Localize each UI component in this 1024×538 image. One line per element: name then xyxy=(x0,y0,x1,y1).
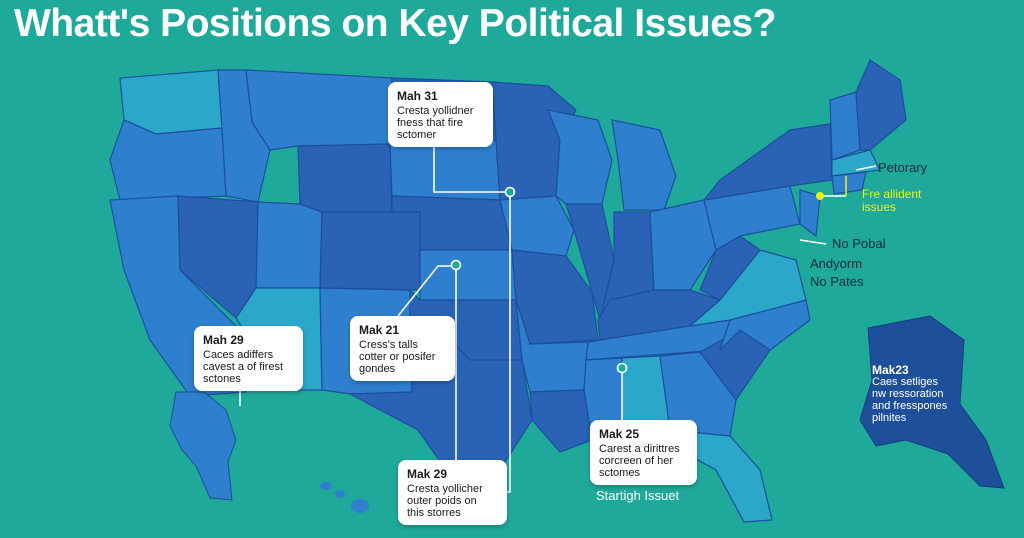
marker-north xyxy=(504,186,516,198)
state-connecticut-ri[interactable] xyxy=(831,171,867,195)
state-montana[interactable] xyxy=(245,69,393,151)
state-utah[interactable] xyxy=(255,201,323,289)
state-new-jersey[interactable] xyxy=(799,189,821,238)
leader-markers xyxy=(450,186,628,374)
state-michigan[interactable] xyxy=(611,119,677,211)
state-hawaii[interactable] xyxy=(320,482,369,513)
callout-southeast-head: Mak 25 xyxy=(599,427,640,441)
leader-nopobal xyxy=(799,239,827,245)
label-andyorm: Andyorm xyxy=(810,256,863,271)
marker-central xyxy=(450,259,462,271)
callout-north: Mah 31 Cresta yollidner fness that fire … xyxy=(388,82,493,147)
state-alaska-small[interactable] xyxy=(169,391,237,501)
state-maine[interactable] xyxy=(855,59,907,151)
state-shapes xyxy=(109,59,907,523)
marker-southeast xyxy=(616,362,628,374)
label-fre-allident: Fre allident issues xyxy=(862,187,922,214)
label-no-pobal: No Pobal xyxy=(832,236,886,251)
state-georgia[interactable] xyxy=(659,351,737,437)
callout-alaska-head: Mak23 xyxy=(872,363,909,377)
marker-highlight xyxy=(816,192,824,200)
state-louisiana[interactable] xyxy=(529,389,593,453)
callout-southeast: Mak 25 Carest a dirittres corcreen of he… xyxy=(590,420,697,485)
state-wyoming[interactable] xyxy=(297,143,393,213)
state-vermont-nh[interactable] xyxy=(829,91,861,161)
state-kansas[interactable] xyxy=(419,249,517,301)
label-no-pates: No Pates xyxy=(810,274,864,289)
leader-central xyxy=(397,265,457,460)
callout-central-head: Mak 21 xyxy=(359,323,400,337)
callout-south-head: Mak 29 xyxy=(407,467,448,481)
leader-petorary xyxy=(855,165,877,171)
callout-north-body: Cresta yollidner fness that fire sctomer xyxy=(397,105,474,141)
state-south-dakota[interactable] xyxy=(389,139,501,201)
callout-central-body: Cress's talls cotter or posifer gondes xyxy=(359,339,436,375)
state-colorado[interactable] xyxy=(319,211,421,291)
callout-south: Mak 29 Cresta yollicher outer poids on t… xyxy=(398,460,507,525)
state-massachusetts[interactable] xyxy=(831,149,881,177)
label-startigh-issuet: Startigh Issuet xyxy=(596,488,680,503)
callout-alaska: Mak23 Caes setliges nw ressoration and fr… xyxy=(872,352,982,424)
label-petorary: Petorary xyxy=(878,160,928,175)
callout-south-body: Cresta yollicher outer poids on this sto… xyxy=(407,483,483,519)
callout-west-body: Caces adiffers cavest a of firest sctone… xyxy=(203,349,284,385)
callout-alaska-body: Caes setliges nw ressoration and fresspo… xyxy=(872,376,948,424)
callout-southeast-body: Carest a dirittres corcreen of her sctom… xyxy=(599,443,680,479)
callout-west: Mah 29 Caces adiffers cavest a of firest… xyxy=(194,326,303,391)
callout-central: Mak 21 Cress's talls cotter or posifer g… xyxy=(350,316,455,381)
page-title: Whatt's Positions on Key Political Issue… xyxy=(14,2,776,45)
state-ohio[interactable] xyxy=(649,199,717,291)
state-alaska[interactable] xyxy=(859,315,1005,489)
state-iowa[interactable] xyxy=(499,195,575,257)
callout-north-head: Mah 31 xyxy=(397,89,438,103)
state-new-york[interactable] xyxy=(702,123,833,201)
callout-west-head: Mah 29 xyxy=(203,333,244,347)
